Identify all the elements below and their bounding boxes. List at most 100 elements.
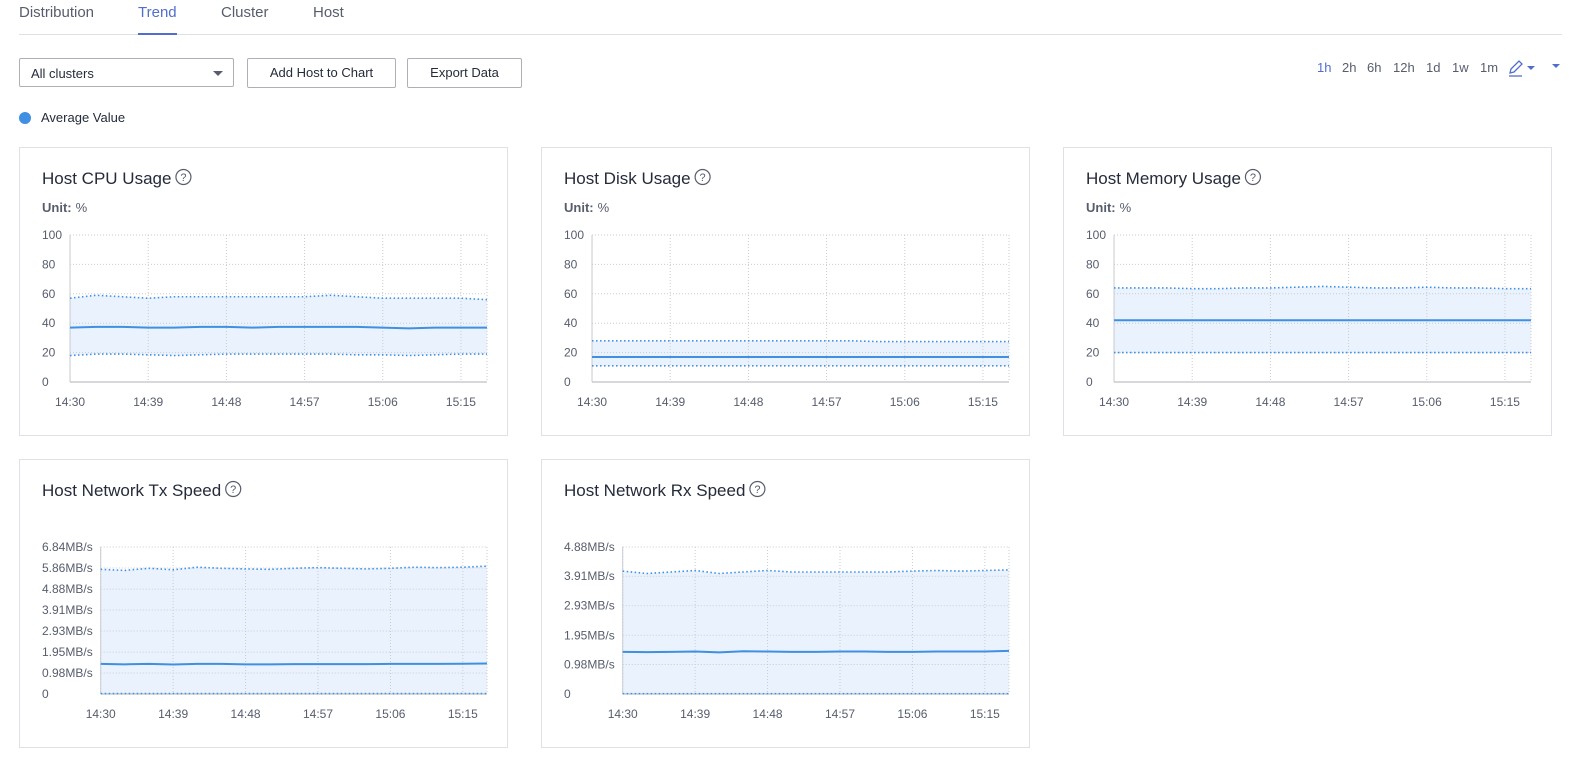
tab[interactable]: Cluster: [221, 4, 269, 21]
x-tick-label: 15:15: [446, 395, 476, 409]
y-tick-label: 0.98MB/s: [564, 657, 615, 671]
x-tick-label: 14:39: [655, 395, 685, 409]
time-range[interactable]: 2h: [1342, 60, 1357, 75]
x-tick-label: 15:06: [1412, 395, 1442, 409]
x-tick-label: 14:39: [680, 707, 710, 721]
button[interactable]: Export Data: [407, 58, 522, 88]
line-series: [70, 325, 487, 330]
help-mark: ?: [700, 172, 706, 184]
bound-line: [69, 294, 488, 301]
range-band: [622, 569, 1009, 694]
x-tick-label: 14:30: [577, 395, 607, 409]
chart-title: Host Memory Usage: [1086, 169, 1241, 188]
x-tick-label: 15:06: [375, 707, 405, 721]
y-tick-label: 40: [564, 316, 578, 330]
y-tick-label: 40: [1086, 316, 1100, 330]
caret: [213, 71, 223, 76]
y-tick-label: 20: [564, 346, 578, 360]
tab[interactable]: Distribution: [19, 4, 95, 21]
tab[interactable]: Trend: [138, 4, 177, 35]
help-circle: [1244, 168, 1262, 186]
help-circle: [225, 480, 242, 498]
y-tick-label: 60: [1086, 287, 1100, 301]
chart-title: Host Network Tx Speed: [42, 481, 221, 500]
help-icon[interactable]: ?: [694, 168, 711, 186]
time-range[interactable]: 1d: [1426, 60, 1441, 75]
y-tick-label: 40: [42, 316, 56, 330]
y-tick-label: 6.84MB/s: [42, 540, 93, 554]
y-tick-label: 60: [42, 287, 56, 301]
help-circle: [694, 168, 711, 186]
unit-label: Unit:: [42, 200, 72, 215]
chart: Host Network Tx Speed ? 0 0.98MB/s 1.95MB/s 2…: [42, 480, 488, 721]
chart-title: Host CPU Usage: [42, 169, 171, 188]
line-series: [100, 662, 488, 666]
y-tick-label: 4.88MB/s: [564, 540, 615, 554]
button[interactable]: Add Host to Chart: [247, 58, 396, 88]
chart-title: Host Network Rx Speed: [564, 481, 745, 500]
x-tick-label: 14:48: [1255, 395, 1285, 409]
time-range[interactable]: 1w: [1452, 60, 1469, 75]
x-tick-label: 14:48: [733, 395, 763, 409]
unit-label: Unit:: [1086, 200, 1116, 215]
legend-label: Average Value: [41, 110, 126, 125]
y-tick-label: 1.95MB/s: [42, 645, 93, 659]
x-tick-label: 14:57: [825, 707, 855, 721]
x-tick-label: 15:06: [890, 395, 920, 409]
range-band: [592, 340, 1009, 366]
time-range[interactable]: 1m: [1480, 60, 1499, 75]
time-range[interactable]: 12h: [1393, 60, 1415, 75]
y-tick-label: 80: [42, 257, 56, 271]
bound-line: [1114, 285, 1531, 290]
chart: Host Network Rx Speed ? 0 0.98MB/s 1.95MB/s 2…: [564, 480, 1010, 721]
x-tick-label: 14:30: [608, 707, 638, 721]
unit: %: [76, 200, 88, 215]
chart-panel: Host Memory Usage? Unit:% 0 20 40 60 80 100 14:3…: [1063, 147, 1552, 436]
y-tick-label: 2.93MB/s: [42, 624, 93, 638]
chart: Host Memory Usage ? Unit: % 0 20 40 60 80 100 14:3…: [1086, 168, 1532, 409]
unit-label: Unit:: [564, 200, 594, 215]
bound-line: [592, 340, 1009, 343]
caret[interactable]: [1552, 64, 1560, 68]
x-tick-label: 15:15: [448, 707, 478, 721]
y-tick-label: 100: [564, 228, 584, 242]
help-circle: [749, 480, 766, 498]
bound-line: [69, 353, 487, 357]
x-tick-label: 15:06: [368, 395, 398, 409]
time-range[interactable]: 1h: [1317, 60, 1332, 75]
y-tick-label: 80: [1086, 257, 1100, 271]
line-series: [622, 649, 1010, 654]
edit-icon[interactable]: [1509, 60, 1523, 74]
x-tick-label: 14:57: [290, 395, 320, 409]
bound-line: [100, 565, 488, 572]
caret[interactable]: [1527, 66, 1535, 70]
chart-panel: Host Network Tx Speed? 0 0.98MB/s 1.95MB/s 2…: [19, 459, 508, 748]
x-tick-label: 14:48: [231, 707, 261, 721]
help-icon[interactable]: ?: [749, 480, 766, 498]
x-tick-label: 14:39: [133, 395, 163, 409]
y-tick-label: 80: [564, 257, 578, 271]
y-tick-label: 0: [564, 687, 571, 701]
x-tick-label: 14:57: [303, 707, 333, 721]
y-tick-label: 0: [1086, 375, 1093, 389]
x-tick-label: 14:57: [812, 395, 842, 409]
help-icon[interactable]: ?: [225, 480, 242, 498]
help-icon[interactable]: ?: [175, 168, 192, 186]
y-tick-label: 0: [564, 375, 571, 389]
x-tick-label: 15:06: [897, 707, 927, 721]
x-tick-label: 14:30: [1099, 395, 1129, 409]
y-tick-label: 4.88MB/s: [42, 582, 93, 596]
y-tick-label: 1.95MB/s: [564, 628, 615, 642]
tab[interactable]: Host: [313, 4, 344, 21]
help-mark: ?: [1250, 172, 1256, 184]
x-tick-label: 14:30: [86, 707, 116, 721]
y-tick-label: 0.98MB/s: [42, 666, 93, 680]
time-range[interactable]: 6h: [1367, 60, 1382, 75]
chart-title: Host Disk Usage: [564, 169, 691, 188]
help-icon[interactable]: ?: [1244, 168, 1262, 186]
cluster-select[interactable]: All clusters: [19, 58, 234, 87]
x-tick-label: 14:57: [1334, 395, 1364, 409]
range-tools[interactable]: [1507, 58, 1563, 78]
x-tick-label: 15:15: [968, 395, 998, 409]
x-tick-label: 14:48: [753, 707, 783, 721]
